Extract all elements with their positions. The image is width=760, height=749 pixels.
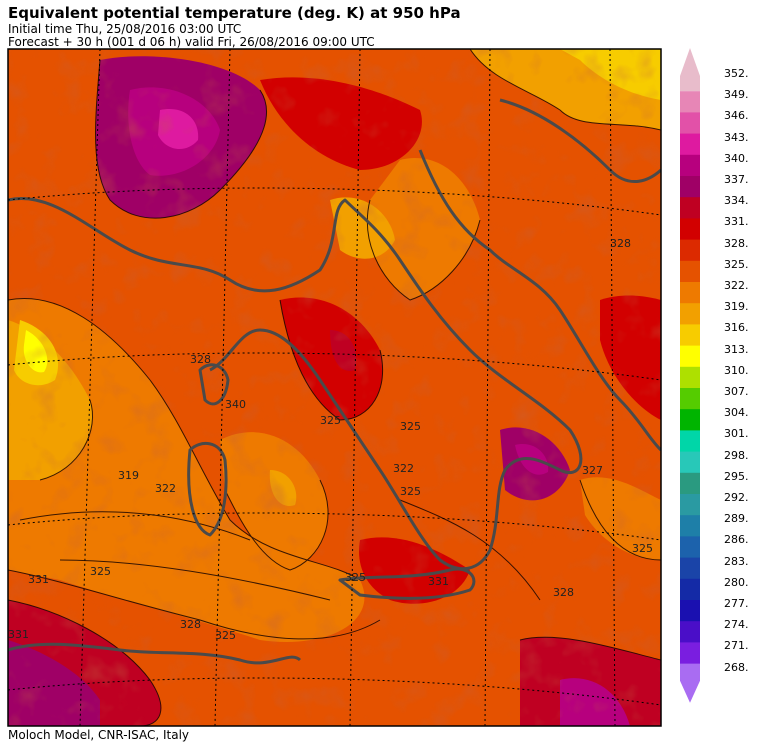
contour-label: 328 [610,237,631,250]
colorbar-swatch [680,48,700,92]
isolines [8,49,661,726]
map-field: 319 325 325 331 325 331 328 328 322 325 … [8,49,661,726]
colorbar-label: 301. [724,427,749,441]
colorbar-swatch [680,557,700,580]
colorbar-label: 271. [724,639,749,653]
colorbar-label: 274. [724,618,749,632]
colorbar-swatch [680,218,700,241]
contour-label: 325 [632,542,653,555]
colorbar-swatch [680,239,700,262]
colorbar-swatch [680,303,700,325]
colorbar-label: 340. [724,151,749,165]
colorbar-swatch [680,345,700,368]
colorbar-swatch [680,112,700,135]
colorbar-swatch [680,324,700,347]
colorbar-swatch [680,154,700,177]
contour-label: 325 [400,485,421,498]
contour-label: 325 [345,571,366,584]
colorbar-swatch [680,133,700,156]
model-credit: Moloch Model, CNR-ISAC, Italy [8,728,190,742]
colorbar-label: 346. [724,109,749,123]
colorbar-swatch [680,600,700,622]
contour-label: 328 [180,618,201,631]
colorbar-swatch [680,91,700,113]
colorbar-label: 313. [724,342,749,356]
colorbar-label: 310. [724,363,749,377]
colorbar-label: 307. [724,385,749,398]
forecast-valid-time: Forecast + 30 h (001 d 06 h) valid Fri, … [8,35,375,49]
colorbar-label: 295. [724,469,749,483]
contour-label: 331 [428,575,449,588]
colorbar-label: 286. [724,533,749,547]
colorbar-label: 337. [724,173,749,186]
colorbar-swatch [680,366,700,389]
contour-label: 325 [215,629,236,642]
colorbar-swatch [680,663,700,703]
contour-label: 328 [190,353,211,366]
page-title: Equivalent potential temperature (deg. K… [8,4,461,22]
colorbar-label: 319. [724,300,749,314]
contour-label: 322 [393,462,414,475]
map-frame [7,48,662,727]
colorbar-label: 349. [724,88,749,102]
colorbar-label: 280. [724,575,749,589]
colorbar-swatch [680,388,700,410]
contour-label: 331 [8,628,29,641]
colorbar-swatch [680,621,700,643]
colorbar-swatch [680,409,700,431]
contour-label: 325 [320,414,341,427]
colorbar-swatch [680,536,700,559]
colorbar-label: 343. [724,130,749,144]
colorbar-label: 283. [724,554,749,568]
contour-label: 340 [225,398,246,411]
colorbar-swatch [680,176,700,198]
coastlines [8,98,661,665]
colorbar-label: 352. [724,67,749,80]
colorbar-label: 289. [724,512,749,526]
colorbar-label: 331. [724,215,749,229]
contour-label: 331 [28,573,49,586]
contour-label: 325 [400,420,421,433]
colorbar-label: 298. [724,448,749,462]
colorbar-swatch [680,578,700,601]
colorbar-label: 322. [724,279,749,292]
contour-label: 327 [582,464,603,477]
colorbar-swatch [680,430,700,453]
colorbar-swatch [680,197,700,219]
colorbar-swatch [680,494,700,516]
initial-time: Initial time Thu, 25/08/2016 03:00 UTC [8,22,242,36]
colorbar-swatch [680,451,700,474]
colorbar-swatch [680,642,700,665]
contour-label: 322 [155,482,176,495]
colorbar-label: 277. [724,597,749,610]
colorbar-label: 292. [724,491,749,504]
colorbar-label: 316. [724,321,749,335]
contour-labels: 319 325 325 331 325 331 328 328 322 325 … [8,237,653,642]
colorbar-label: 328. [724,236,749,250]
colorbar-swatch [680,282,700,304]
colorbar-label: 325. [724,257,749,271]
contour-label: 328 [553,586,574,599]
colorbar-label: 304. [724,406,749,420]
colorbar-label: 334. [724,194,749,208]
colorbar-swatch [680,472,700,495]
contour-label: 319 [118,469,139,482]
colorbar-swatch [680,260,700,283]
contour-label: 325 [90,565,111,578]
colorbar-label: 268. [724,660,749,674]
colorbar-swatch [680,515,700,537]
